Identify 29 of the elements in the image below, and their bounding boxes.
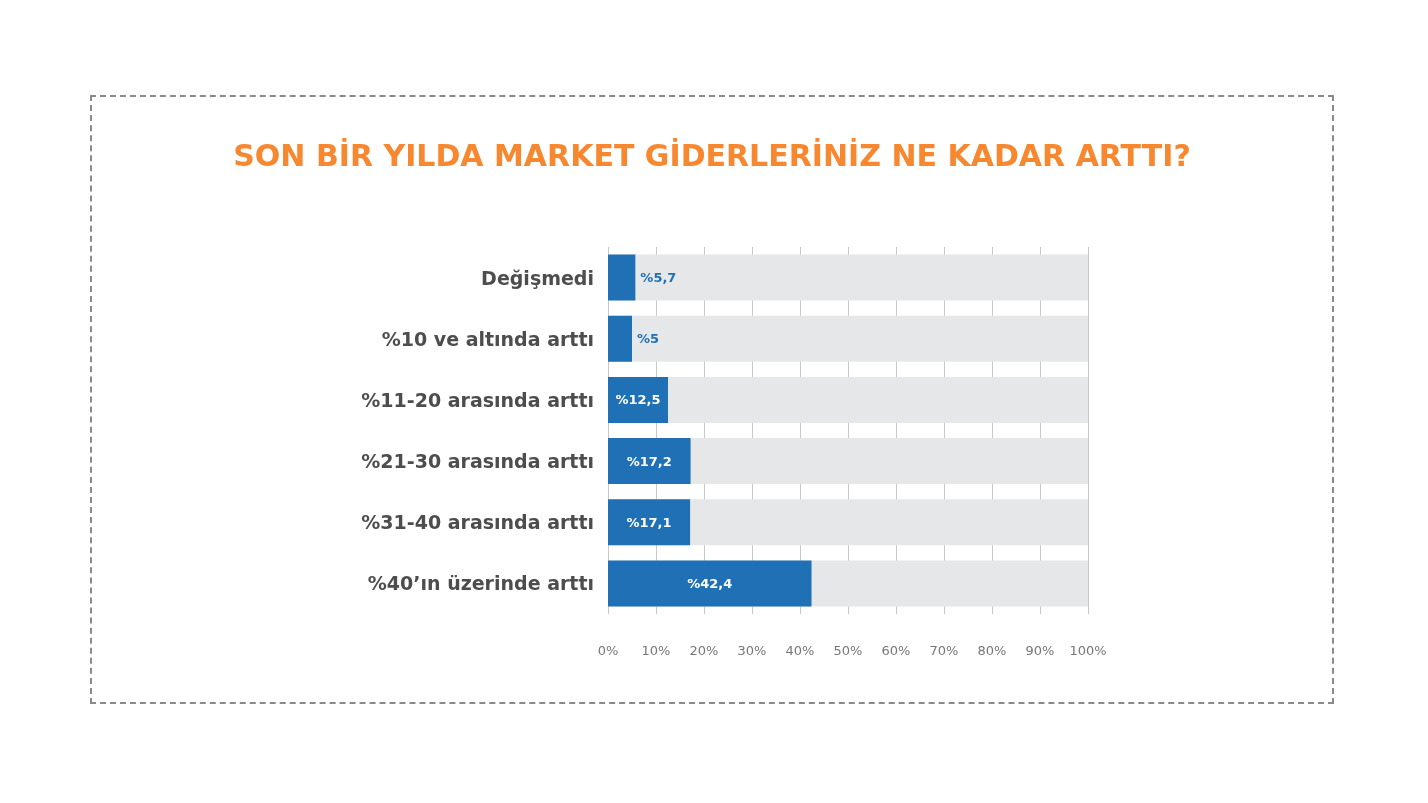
bar bbox=[608, 438, 691, 485]
x-tick-label: 20% bbox=[689, 643, 719, 658]
y-tick-label: %31-40 arasında arttı bbox=[361, 511, 594, 534]
x-tick-label: 30% bbox=[737, 643, 767, 658]
y-tick-label: Değişmedi bbox=[481, 266, 594, 289]
bar bbox=[608, 315, 632, 362]
x-tick-label: 100% bbox=[1069, 643, 1107, 658]
data-label: %12,5 bbox=[615, 392, 661, 408]
x-tick-label: 50% bbox=[833, 643, 863, 658]
data-label: %5,7 bbox=[640, 270, 677, 286]
x-tick-label: 80% bbox=[977, 643, 1007, 658]
y-tick-label: %10 ve altında arttı bbox=[381, 327, 594, 350]
x-tick-label: 10% bbox=[641, 643, 671, 658]
y-tick-label: %11-20 arasında arttı bbox=[361, 388, 594, 411]
x-tick-label: 90% bbox=[1025, 643, 1055, 658]
bar bbox=[608, 376, 668, 423]
data-label: %5 bbox=[637, 331, 660, 347]
x-tick-label: 40% bbox=[785, 643, 815, 658]
data-label: %42,4 bbox=[687, 575, 733, 591]
bar bbox=[608, 254, 636, 301]
y-tick-label: %40’ın üzerinde arttı bbox=[367, 572, 594, 595]
x-tick-label: 60% bbox=[881, 643, 911, 658]
chart-title: SON BİR YILDA MARKET GİDERLERİNİZ NE KADAR ARTTI? bbox=[233, 137, 1191, 173]
x-tick-label: 0% bbox=[597, 643, 619, 658]
x-tick-label: 70% bbox=[929, 643, 959, 658]
y-tick-label: %21-30 arasında arttı bbox=[361, 450, 594, 473]
data-label: %17,1 bbox=[626, 514, 672, 530]
bar bbox=[608, 499, 691, 546]
data-label: %17,2 bbox=[626, 453, 672, 469]
